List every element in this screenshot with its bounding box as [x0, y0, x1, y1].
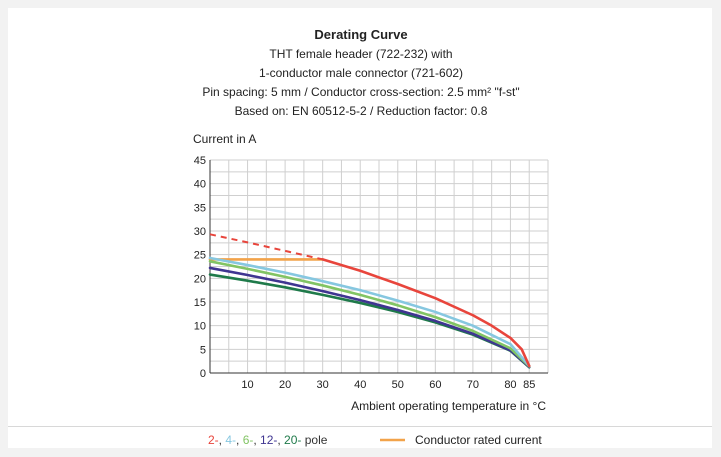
y-tick-label: 5: [200, 344, 206, 356]
chart-title: Derating Curve: [314, 27, 407, 42]
series-lines: [208, 233, 531, 369]
x-tick-label: 50: [392, 379, 404, 391]
chart-subtitle-line: 1-conductor male connector (721-602): [259, 66, 463, 80]
chart-subtitle-line: THT female header (722-232) with: [269, 47, 452, 61]
legend-pole-item: 2-: [208, 433, 219, 447]
chart-titles: Derating Curve THT female header (722-23…: [202, 27, 519, 118]
series-line-dashed: [209, 233, 323, 261]
y-tick-label: 20: [194, 273, 206, 285]
y-axis-label: Current in A: [193, 132, 256, 146]
legend-pole-item: ,: [253, 433, 260, 447]
y-tick-label: 0: [200, 368, 206, 380]
y-tick-label: 25: [194, 250, 206, 262]
y-tick-label: 45: [194, 155, 206, 167]
x-tick-label: 10: [241, 379, 253, 391]
x-tick-label: 60: [429, 379, 441, 391]
chart-subtitle-line: Pin spacing: 5 mm / Conductor cross-sect…: [202, 85, 519, 99]
y-tick-label: 40: [194, 179, 206, 191]
series-line: [208, 259, 531, 368]
divider: [8, 426, 712, 427]
legend-pole-item: 20-: [284, 433, 301, 447]
legend: 2-, 4-, 6-, 12-, 20- pole Conductor rated…: [208, 433, 542, 447]
legend-pole-item: pole: [301, 433, 327, 447]
legend-rated-label: Conductor rated current: [415, 433, 542, 447]
legend-pole-item: 12-: [260, 433, 277, 447]
legend-pole-item: 4-: [225, 433, 236, 447]
tick-labels: 0 5 10 15 20 25 30 35 40 45 10 20 30 40 50 60 70 80 85: [194, 155, 536, 391]
x-tick-label: 80: [504, 379, 516, 391]
x-tick-label: 20: [279, 379, 291, 391]
legend-pole-item: ,: [219, 433, 226, 447]
x-axis-label: Ambient operating temperature in °C: [351, 399, 546, 413]
x-tick-label: 85: [523, 379, 535, 391]
y-tick-label: 15: [194, 297, 206, 309]
axes: [209, 160, 548, 374]
series-line: [208, 266, 531, 369]
series-line: [208, 256, 531, 368]
legend-pole-item: ,: [236, 433, 243, 447]
x-tick-label: 30: [317, 379, 329, 391]
legend-pole-item: ,: [277, 433, 284, 447]
series-line: [321, 258, 531, 368]
x-tick-label: 70: [467, 379, 479, 391]
legend-pole-label: 2-, 4-, 6-, 12-, 20- pole: [208, 433, 328, 447]
y-tick-label: 30: [194, 226, 206, 238]
y-tick-label: 10: [194, 321, 206, 333]
chart-subtitle-line: Based on: EN 60512-5-2 / Reduction facto…: [235, 104, 488, 118]
legend-pole-item: 6-: [243, 433, 254, 447]
x-tick-label: 40: [354, 379, 366, 391]
y-tick-label: 35: [194, 202, 206, 214]
